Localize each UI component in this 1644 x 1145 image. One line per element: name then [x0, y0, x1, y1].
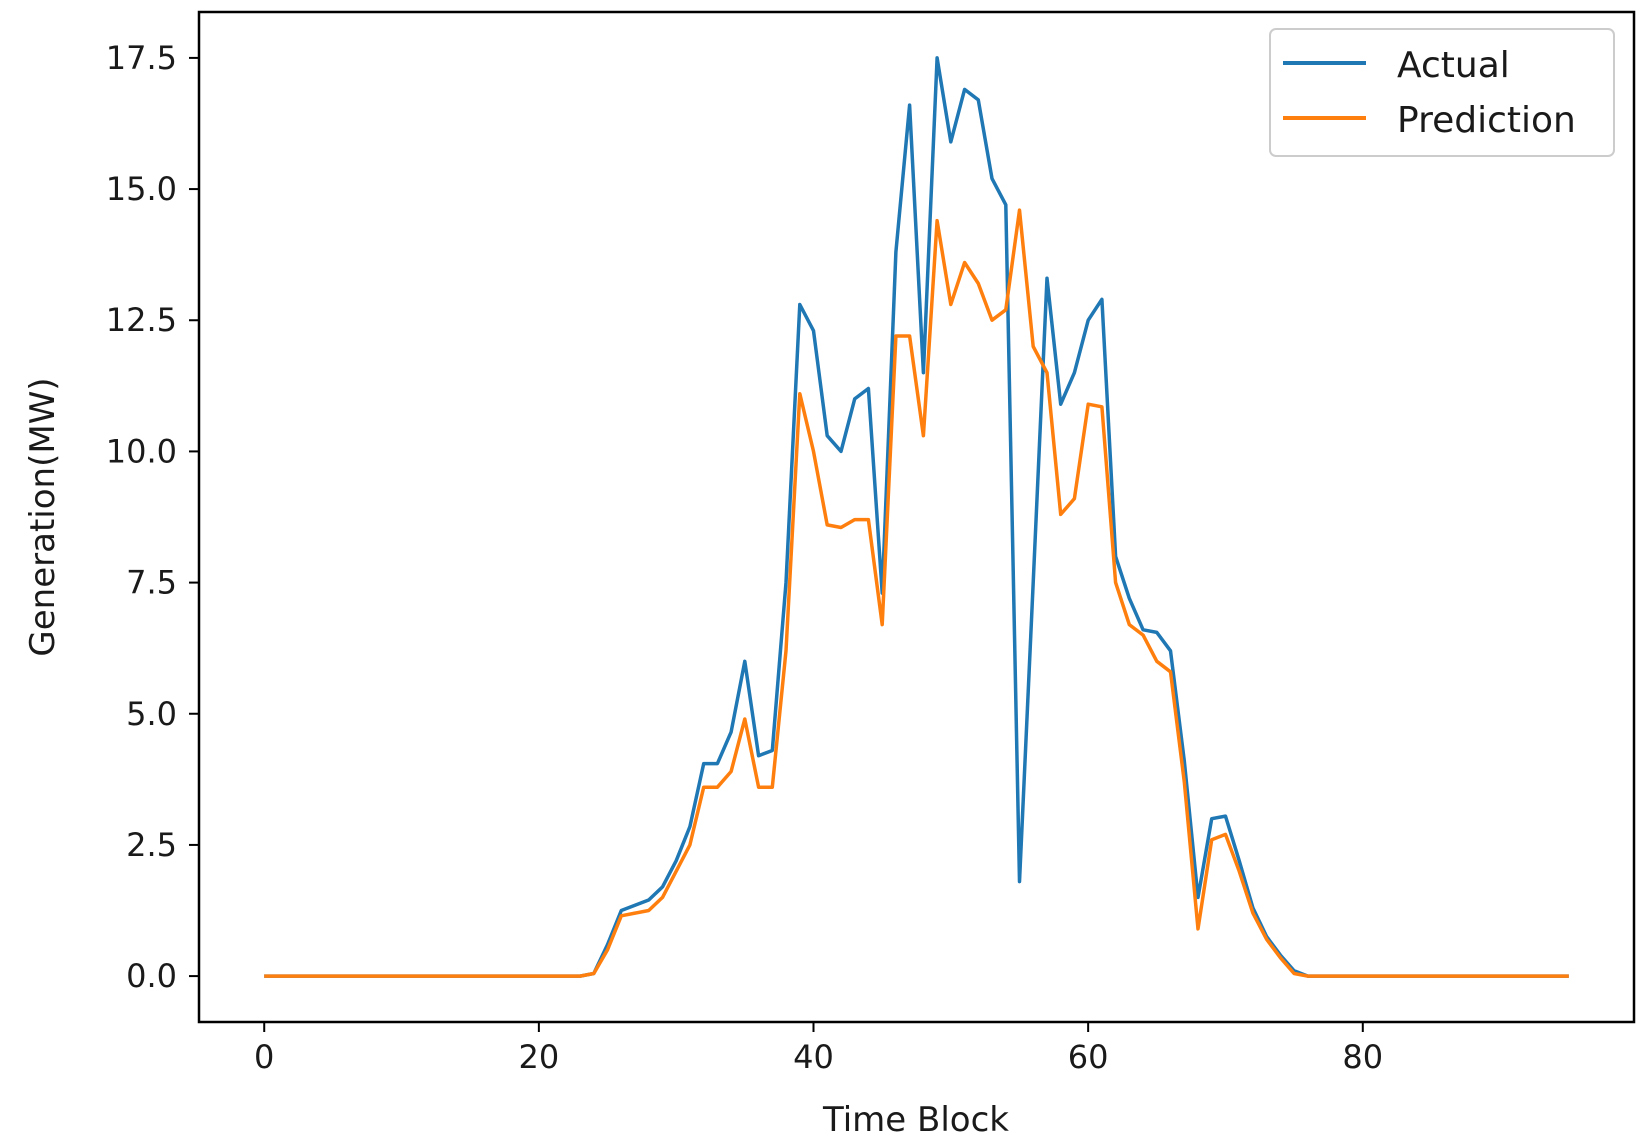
y-tick-label: 0.0: [126, 957, 177, 995]
series-layer: [264, 56, 1569, 978]
y-tick-label: 17.5: [106, 39, 177, 77]
y-tick-label: 10.0: [106, 432, 177, 470]
y-tick-label: 15.0: [106, 170, 177, 208]
y-tick-label: 2.5: [126, 826, 177, 864]
x-tick-label: 40: [793, 1038, 834, 1076]
legend-label-actual: Actual: [1397, 45, 1510, 86]
x-tick-label: 0: [254, 1038, 274, 1076]
x-tick-label: 20: [519, 1038, 560, 1076]
y-axis: 0.0 2.5 5.0 7.5 10.0 12.5 15.0 17.5: [106, 39, 199, 995]
x-axis-label: Time Block: [822, 1100, 1009, 1140]
x-tick-label: 60: [1068, 1038, 1109, 1076]
y-tick-label: 12.5: [106, 301, 177, 339]
plot-frame: [197, 10, 1636, 1024]
series-line-prediction: [264, 208, 1569, 978]
y-tick-label: 7.5: [126, 564, 177, 602]
legend-label-prediction: Prediction: [1397, 100, 1576, 141]
legend-box: [1269, 28, 1615, 157]
legend: Actual Prediction: [1269, 28, 1615, 157]
x-axis: 0 20 40 60 80: [254, 1022, 1383, 1076]
y-axis-label: Generation(MW): [23, 377, 63, 656]
x-tick-label: 80: [1342, 1038, 1383, 1076]
y-tick-label: 5.0: [126, 695, 177, 733]
